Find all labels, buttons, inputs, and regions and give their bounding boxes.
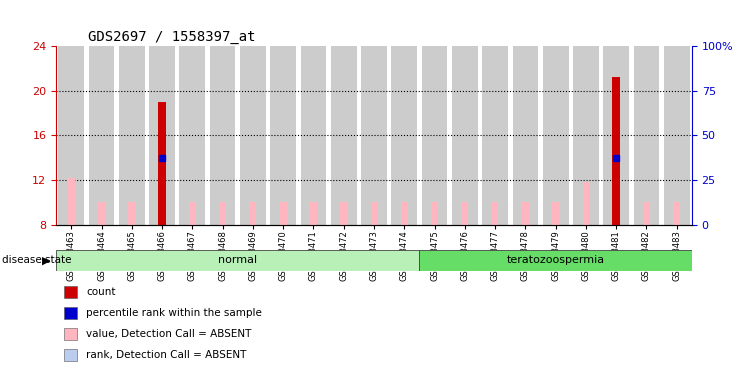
Bar	[209, 46, 236, 225]
Bar	[543, 46, 568, 225]
Text: percentile rank within the sample: percentile rank within the sample	[86, 308, 262, 318]
Bar	[280, 202, 286, 225]
Bar	[98, 202, 105, 225]
Bar	[119, 46, 144, 225]
Bar	[482, 46, 508, 225]
Bar	[149, 46, 175, 225]
Bar	[371, 202, 377, 225]
Bar	[643, 202, 650, 225]
Bar	[612, 77, 620, 225]
Text: count: count	[86, 287, 115, 297]
Text: rank, Detection Call = ABSENT: rank, Detection Call = ABSENT	[86, 350, 246, 360]
Text: value, Detection Call = ABSENT: value, Detection Call = ABSENT	[86, 329, 251, 339]
Bar	[270, 46, 296, 225]
Bar	[462, 202, 468, 225]
Bar	[361, 46, 387, 225]
Bar	[401, 202, 408, 225]
Bar	[664, 46, 690, 225]
Bar	[68, 178, 75, 225]
Bar	[522, 202, 529, 225]
Bar	[491, 202, 498, 225]
Bar	[604, 46, 629, 225]
Bar	[634, 46, 659, 225]
Bar	[158, 102, 166, 225]
Bar	[219, 202, 226, 225]
Bar	[310, 202, 316, 225]
Bar	[422, 46, 447, 225]
Bar	[56, 250, 420, 271]
Bar	[431, 202, 438, 225]
Bar	[250, 202, 257, 225]
Bar	[331, 46, 357, 225]
Bar	[180, 46, 205, 225]
Text: normal: normal	[218, 255, 257, 265]
Bar	[189, 202, 196, 225]
Bar	[420, 250, 692, 271]
Bar	[552, 202, 559, 225]
Text: ▶: ▶	[43, 255, 51, 265]
Bar	[573, 46, 599, 225]
Bar	[301, 46, 326, 225]
Bar	[512, 46, 539, 225]
Bar	[583, 182, 589, 225]
Bar	[340, 202, 347, 225]
Bar	[673, 202, 680, 225]
Text: teratozoospermia: teratozoospermia	[506, 255, 604, 265]
Text: disease state: disease state	[2, 255, 72, 265]
Bar	[69, 197, 74, 225]
Bar	[391, 46, 417, 225]
Bar	[452, 46, 478, 225]
Bar	[89, 46, 114, 225]
Bar	[240, 46, 266, 225]
Bar	[583, 202, 589, 225]
Bar	[58, 46, 84, 225]
Text: GDS2697 / 1558397_at: GDS2697 / 1558397_at	[88, 30, 255, 44]
Bar	[129, 202, 135, 225]
